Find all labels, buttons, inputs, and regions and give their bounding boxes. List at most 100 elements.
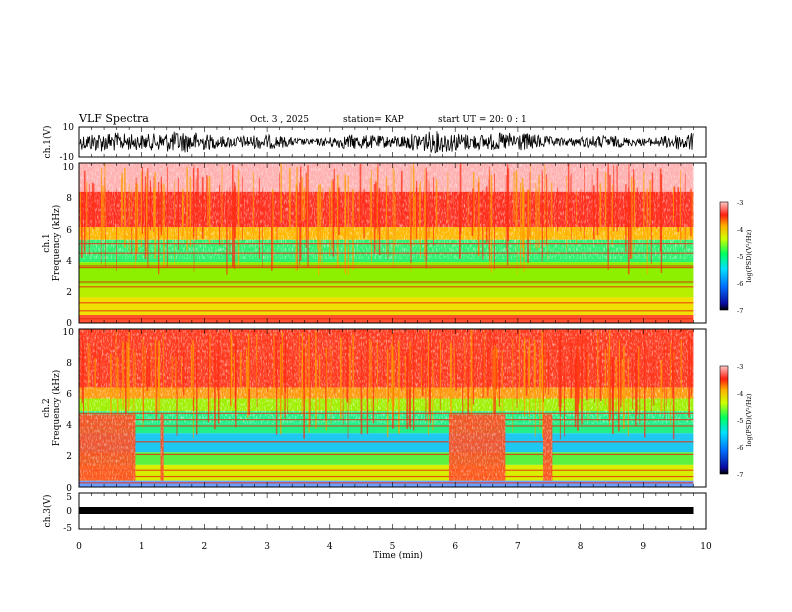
spec-streak [660,174,663,274]
spec-streak [401,336,403,392]
spec-streak [153,188,155,229]
spec-streak [121,177,123,228]
spec-line [79,286,694,288]
ch2-spectrogram-image [79,329,706,487]
spec-streak [383,345,385,386]
spec-line [79,425,694,427]
spec-streak [447,172,449,224]
spec-streak [639,330,641,425]
spec-streak [218,335,220,424]
spec-streak [388,348,389,402]
spec-streak [453,347,455,396]
spec-streak [529,337,530,418]
spec-streak [539,347,541,430]
spec-streak [604,349,606,406]
ch2-ytick-10: 10 [63,328,75,338]
spec-streak [221,165,223,246]
spec-streak [427,329,429,436]
spec-streak [424,193,427,256]
spec-streak [175,356,177,393]
spec-streak [146,358,149,392]
spec-streak [691,191,693,239]
spec-streak [340,337,342,419]
spec-streak [586,353,588,401]
spec-streak [287,348,288,414]
spec-streak [464,336,466,410]
spec-streak [131,194,133,254]
spec-streak [160,176,162,236]
spec-streak [484,354,485,386]
spec-streak [376,167,378,250]
xtick-label-0: 0 [76,542,82,552]
xtick-label-2: 2 [202,542,208,552]
spec-streak [394,170,395,256]
spec-streak [670,342,672,426]
spec-streak [176,336,178,435]
spec-streak [329,187,331,257]
spec-streak [81,336,83,404]
spec-streak [281,331,283,392]
spec-streak [650,193,652,264]
spec-streak [94,357,96,393]
spec-streak [315,330,317,388]
spec-streak [385,177,387,237]
spec-band-6 [79,464,694,481]
spec-streak [404,355,406,390]
spec-streak [680,339,682,395]
spec-streak [557,187,559,232]
spec-streak [525,356,528,396]
ch1-ytick-top: 10 [63,123,75,133]
spec-streak [336,174,339,269]
spec-streak [256,334,258,386]
spec-line [79,412,694,414]
spec-streak [406,351,409,429]
spec-streak [309,334,311,427]
spec-streak [519,330,520,403]
spec-streak [317,191,319,250]
spec-streak [673,186,674,222]
spec-blank-tail [693,163,706,323]
xtick-label-6: 6 [452,542,458,552]
spec-streak [201,177,204,239]
spec-streak [677,187,679,232]
spec-streak [421,341,424,397]
ch2-spectrogram-panel: 0 2 4 6 8 10 ch.2 Frequency (kHz) -3 -4 … [42,328,753,494]
spec-streak [338,187,340,235]
ch3-waveform-panel: 5 0 -5 ch.3(V) [42,492,707,534]
spec-streak [136,183,139,253]
spec-streak [623,346,625,430]
spec-streak [377,163,379,235]
spec-streak [522,187,524,258]
spec-streak [616,165,618,232]
spec-band-7 [79,480,694,487]
header-date: Oct. 3 , 2025 [250,115,309,125]
spec-streak [83,170,86,252]
spec-streak [110,353,112,415]
spec-streak [195,178,197,240]
spec-streak [544,164,546,247]
spec-streak [234,182,236,270]
spec-streak [507,168,510,242]
spec-streak [421,356,423,395]
spec-streak [673,186,676,221]
spec-streak [482,341,484,399]
spec-streak [87,343,89,422]
spec-streak [386,349,389,438]
spec-streak [584,166,585,239]
spec-streak [102,185,104,238]
spec-streak [299,182,301,265]
x-axis-ticks [78,127,707,529]
spec-streak [536,189,538,251]
spec-line [79,318,694,320]
spec-line [79,265,694,267]
spec-streak [489,330,491,386]
spec-streak [633,169,635,220]
spec-streak [232,164,234,268]
spec-streak [523,341,525,403]
spec-streak [646,189,648,275]
spec-streak [122,341,124,408]
ch2-ytick-6: 6 [66,390,72,400]
spec-streak [306,173,308,234]
spec-streak [349,345,351,405]
spec-streak [105,188,106,267]
